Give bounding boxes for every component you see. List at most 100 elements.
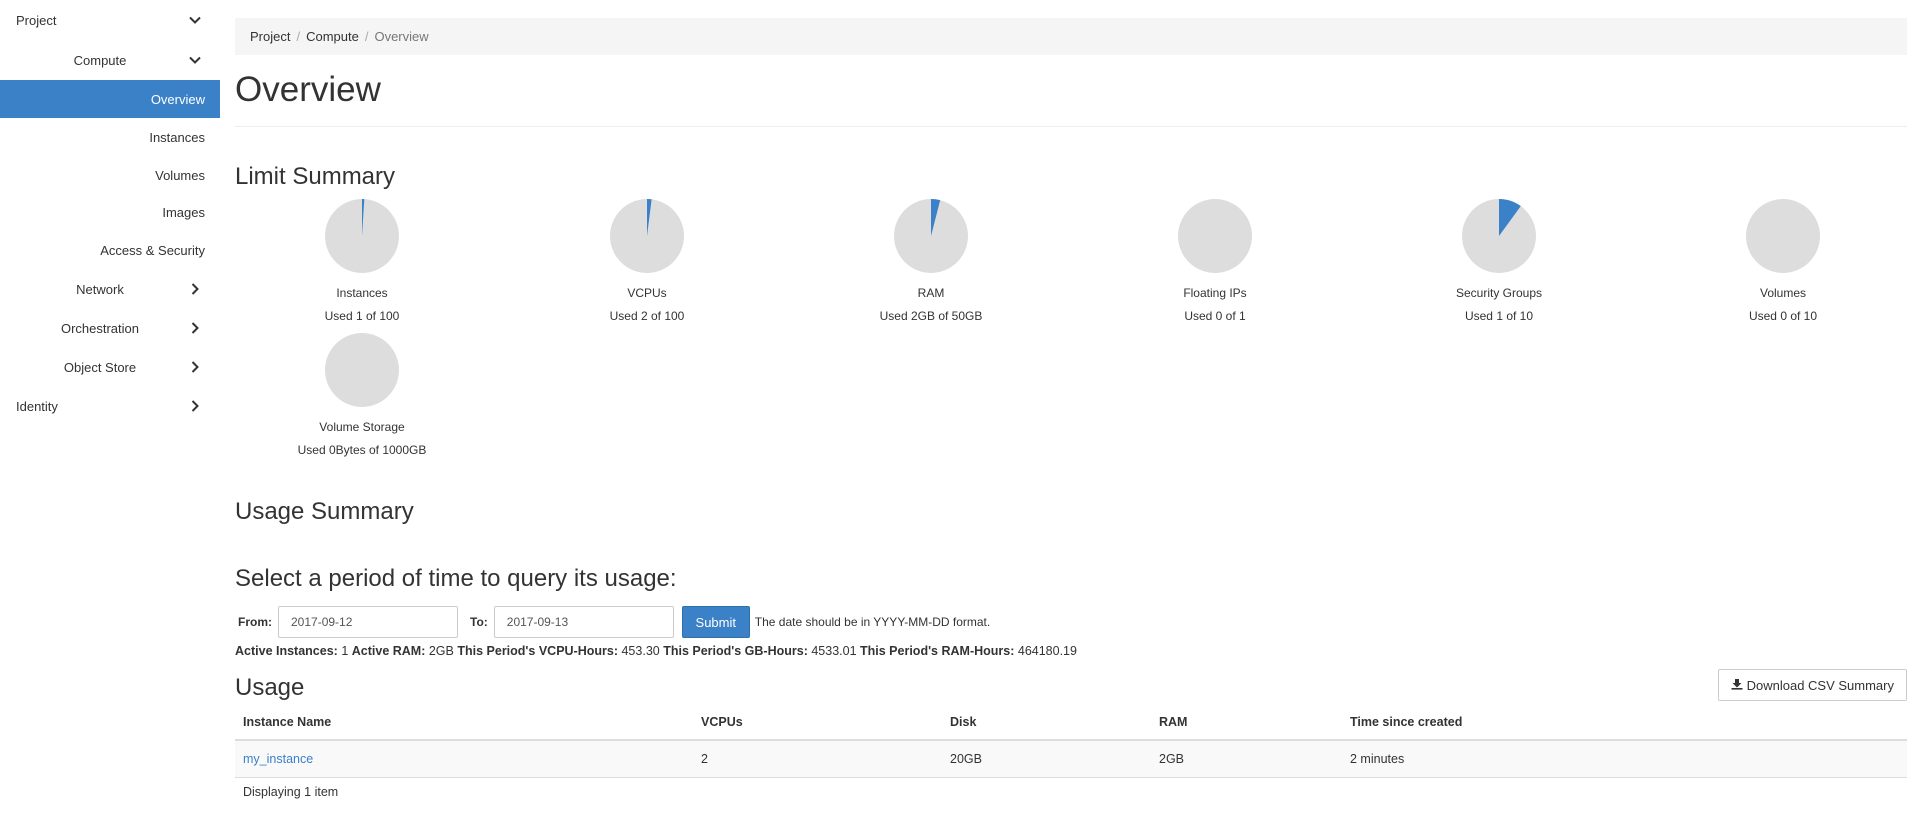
sidebar-item-overview[interactable]: Overview bbox=[0, 80, 220, 118]
submit-button[interactable]: Submit bbox=[681, 606, 750, 638]
breadcrumb-project[interactable]: Project bbox=[250, 29, 291, 44]
pie-label: VCPUs bbox=[627, 286, 667, 300]
pie-chart bbox=[1746, 199, 1820, 273]
chevron-down-icon bbox=[188, 53, 202, 67]
column-header[interactable]: Disk bbox=[942, 705, 1151, 741]
pie-background bbox=[325, 333, 399, 407]
pie-chart bbox=[325, 333, 399, 407]
table-cell: 2 bbox=[693, 740, 942, 778]
sidebar-item-label: Object Store bbox=[63, 359, 137, 375]
sidebar-item-volumes[interactable]: Volumes bbox=[0, 156, 220, 194]
pie-chart bbox=[1462, 199, 1536, 273]
chevron-right-icon bbox=[188, 282, 202, 296]
chevron-right-icon bbox=[188, 399, 202, 413]
limit-pie-item: Security Groups Used 1 of 10 bbox=[1409, 198, 1589, 323]
table-footer-count: Displaying 1 item bbox=[243, 785, 339, 799]
breadcrumb-current: Overview bbox=[374, 29, 429, 44]
pie-used-text: Used 0 of 1 bbox=[1184, 309, 1246, 323]
pie-background bbox=[1746, 199, 1820, 273]
column-header[interactable]: Instance Name bbox=[235, 705, 693, 741]
stat-value: 1 bbox=[341, 644, 349, 658]
sidebar-item-instances[interactable]: Instances bbox=[0, 118, 220, 156]
chevron-right-icon bbox=[188, 321, 202, 335]
period-heading: Select a period of time to query its usa… bbox=[235, 565, 677, 592]
stat-label: Active Instances: bbox=[235, 644, 338, 658]
sidebar-item-label: Network bbox=[76, 281, 124, 297]
pie-slice-used bbox=[931, 199, 941, 236]
stat-label: This Period's RAM-Hours: bbox=[860, 644, 1015, 658]
stat-label: This Period's VCPU-Hours: bbox=[457, 644, 618, 658]
pie-chart bbox=[894, 199, 968, 273]
sidebar-item-label: Access & Security bbox=[100, 242, 205, 258]
divider bbox=[235, 126, 1907, 127]
sidebar-item-images[interactable]: Images bbox=[0, 193, 220, 231]
pie-chart bbox=[610, 199, 684, 273]
pie-slice-used bbox=[647, 199, 652, 236]
column-header[interactable]: Time since created bbox=[1342, 705, 1907, 741]
sidebar-item-label: Overview bbox=[150, 91, 205, 107]
pie-label: Volume Storage bbox=[319, 420, 405, 434]
usage-table: Instance Name VCPUs Disk RAM Time since … bbox=[235, 705, 1907, 778]
sidebar-item-identity[interactable]: Identity bbox=[0, 387, 220, 425]
column-header[interactable]: VCPUs bbox=[693, 705, 942, 741]
instance-link[interactable]: my_instance bbox=[243, 752, 314, 766]
usage-summary-heading: Usage Summary bbox=[235, 498, 414, 525]
breadcrumb-compute[interactable]: Compute bbox=[306, 29, 359, 44]
sidebar-item-label: Project bbox=[16, 12, 57, 28]
stat-value: 464180.19 bbox=[1017, 644, 1077, 658]
pie-chart bbox=[1178, 199, 1252, 273]
to-label: To: bbox=[470, 615, 488, 629]
date-format-hint: The date should be in YYYY-MM-DD format. bbox=[754, 615, 991, 629]
sidebar-item-compute[interactable]: Compute bbox=[0, 41, 220, 79]
sidebar-item-label: Compute bbox=[73, 52, 127, 68]
pie-label: Instances bbox=[336, 286, 388, 300]
usage-stats: Active Instances: 1 Active RAM: 2GB This… bbox=[235, 644, 1077, 658]
limit-pie-item: VCPUs Used 2 of 100 bbox=[557, 198, 737, 323]
table-header-row: Instance Name VCPUs Disk RAM Time since … bbox=[235, 705, 1907, 741]
limit-pie-item: Volumes Used 0 of 10 bbox=[1693, 198, 1873, 323]
breadcrumb-separator: / bbox=[364, 29, 369, 44]
limit-pie-item: RAM Used 2GB of 50GB bbox=[841, 198, 1021, 323]
sidebar-item-access-security[interactable]: Access & Security bbox=[0, 231, 220, 269]
pie-used-text: Used 2GB of 50GB bbox=[879, 309, 983, 323]
stat-value: 4533.01 bbox=[811, 644, 857, 658]
pie-chart bbox=[325, 198, 399, 273]
sidebar: Project Compute Overview Instances Volum… bbox=[0, 0, 220, 814]
breadcrumb: Project / Compute / Overview bbox=[235, 18, 1907, 55]
sidebar-item-project[interactable]: Project bbox=[0, 1, 220, 39]
pie-used-text: Used 1 of 100 bbox=[324, 309, 400, 323]
download-icon bbox=[1731, 678, 1747, 693]
pie-label: Security Groups bbox=[1455, 286, 1543, 300]
table-cell: 20GB bbox=[942, 740, 1151, 778]
sidebar-item-label: Images bbox=[162, 204, 205, 220]
sidebar-item-network[interactable]: Network bbox=[0, 270, 220, 308]
table-cell: my_instance bbox=[235, 740, 693, 778]
limit-pie-item: Floating IPs Used 0 of 1 bbox=[1125, 198, 1305, 323]
stat-label: This Period's GB-Hours: bbox=[663, 644, 808, 658]
date-range-form: From: 2017-09-12 To: 2017-09-13 Submit T… bbox=[235, 606, 990, 638]
stat-label: Active RAM: bbox=[351, 644, 426, 658]
download-csv-button[interactable]: Download CSV Summary bbox=[1717, 669, 1907, 701]
pie-slice-used bbox=[362, 198, 365, 236]
column-header[interactable]: RAM bbox=[1151, 705, 1342, 741]
stat-value: 2GB bbox=[428, 644, 454, 658]
to-date-input[interactable]: 2017-09-13 bbox=[493, 606, 674, 638]
limit-pie-item: Volume Storage Used 0Bytes of 1000GB bbox=[272, 332, 452, 457]
sidebar-item-label: Volumes bbox=[155, 167, 205, 183]
sidebar-item-object-store[interactable]: Object Store bbox=[0, 348, 220, 386]
from-date-input[interactable]: 2017-09-12 bbox=[278, 606, 458, 638]
from-label: From: bbox=[238, 615, 272, 629]
chevron-down-icon bbox=[188, 13, 202, 27]
sidebar-item-orchestration[interactable]: Orchestration bbox=[0, 309, 220, 347]
pie-label: Floating IPs bbox=[1183, 286, 1247, 300]
usage-heading: Usage bbox=[235, 674, 305, 701]
limit-pie-item: Instances Used 1 of 100 bbox=[272, 198, 452, 323]
table-cell: 2 minutes bbox=[1342, 740, 1907, 778]
table-row: my_instance 2 20GB 2GB 2 minutes bbox=[235, 740, 1907, 778]
sidebar-item-label: Identity bbox=[16, 398, 58, 414]
pie-used-text: Used 0Bytes of 1000GB bbox=[297, 443, 427, 457]
sidebar-item-label: Instances bbox=[149, 129, 205, 145]
download-csv-label: Download CSV Summary bbox=[1746, 677, 1894, 693]
breadcrumb-separator: / bbox=[296, 29, 301, 44]
sidebar-item-label: Orchestration bbox=[60, 320, 140, 336]
